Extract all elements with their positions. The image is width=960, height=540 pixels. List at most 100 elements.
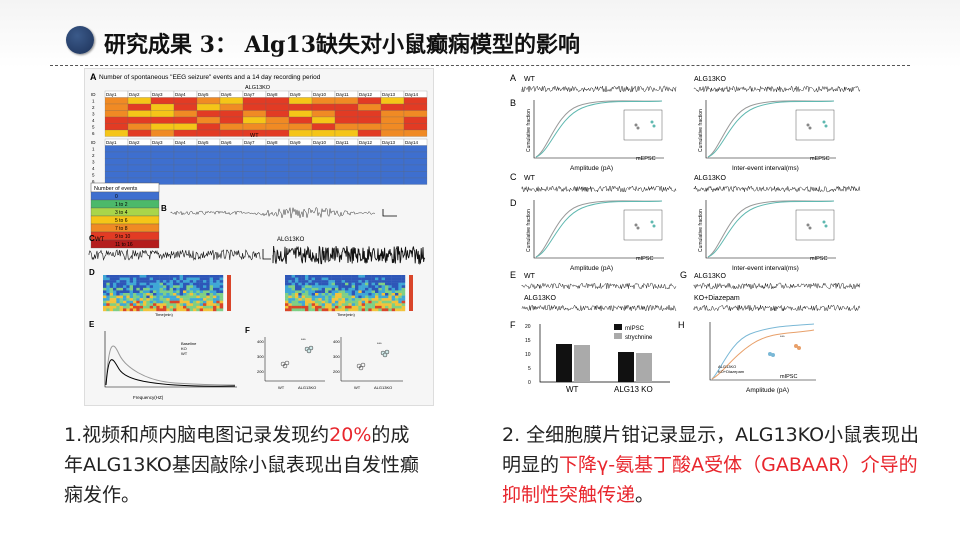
svg-text:ALG13KO: ALG13KO [694,76,726,83]
trace-e-ko [521,304,677,312]
svg-text:H: H [678,320,685,330]
svg-text:Day10: Day10 [313,140,327,145]
svg-text:ID: ID [91,140,96,145]
bullet-dot-icon [66,26,94,54]
bar-ko-strychnine [636,353,652,382]
svg-text:***: *** [377,341,382,346]
scale-bar-b [382,209,397,217]
svg-text:Day14: Day14 [405,140,419,145]
svg-text:A: A [510,73,516,83]
trace-c-wt [521,185,677,193]
title-bar: 研究成果 3： Alg13缺失对小鼠癫痫模型的影响 [0,0,960,68]
svg-text:10: 10 [525,352,531,358]
delta-power-plot-1: 400 300 200 *** WT ALG13KO [257,337,325,390]
svg-text:KO+Diazepam: KO+Diazepam [694,295,740,302]
cum-plot-d-iei: Cumulative fraction [698,200,836,259]
psd-plot: Frequency(HZ) Baseline KO WT [104,331,237,400]
svg-text:Inter-event interval(ms): Inter-event interval(ms) [732,165,799,172]
wt-seizure-table: ID Day1 Day2 Day3 Day4 Day5 Day6 Day7 Day8 Day9 Da… [91,138,428,185]
svg-text:Day13: Day13 [382,140,396,145]
group-ko: ALG13KO [245,85,271,91]
svg-text:9 to 10: 9 to 10 [115,234,131,240]
svg-text:Day4: Day4 [175,140,186,145]
svg-text:ALG13KO: ALG13KO [718,364,736,369]
svg-text:WT: WT [524,273,536,280]
spec-xlabel-2: Time(min) [337,312,356,317]
events-legend: Number of events 0 1 to 2 3 to 4 5 to 6 7 to… [90,182,160,249]
delta-power-plot-2: 400 300 200 *** WT ALG13KO [333,337,403,390]
eeg-trace-wt [88,248,261,261]
svg-text:mEPSC: mEPSC [810,156,830,162]
svg-text:KO+Diazepam: KO+Diazepam [718,369,745,374]
svg-text:2: 2 [92,153,95,158]
trace-g-ko [693,282,861,290]
eeg-trace-b [170,207,376,219]
bar-wt-strychnine [574,345,590,382]
svg-text:1 to 2: 1 to 2 [115,202,128,208]
svg-text:Day11: Day11 [336,92,349,97]
spectrogram-ko [285,275,413,312]
eeg-trace-ko [272,245,426,266]
svg-text:11 to 16: 11 to 16 [115,242,133,248]
svg-text:5: 5 [92,125,95,130]
c-ko: ALG13KO [277,237,305,243]
svg-text:Amplitude (pA): Amplitude (pA) [746,387,789,394]
svg-text:300: 300 [333,354,340,359]
c-wt: WT [95,237,105,243]
svg-text:3 to 4: 3 to 4 [115,210,128,216]
svg-text:Day11: Day11 [336,140,349,145]
svg-text:Day7: Day7 [244,92,255,97]
svg-text:mIPSC: mIPSC [810,256,827,262]
svg-text:5: 5 [528,366,531,372]
scale-bar-c [262,249,271,260]
svg-text:Amplitude (pA): Amplitude (pA) [570,265,613,272]
svg-text:0: 0 [528,380,531,386]
label-d: D [89,268,95,277]
svg-text:2: 2 [92,105,95,110]
svg-text:5 to 6: 5 to 6 [115,218,128,224]
svg-text:0: 0 [115,194,118,200]
svg-text:200: 200 [333,369,340,374]
svg-text:Amplitude (pA): Amplitude (pA) [570,165,613,172]
trace-c-ko [693,185,861,193]
svg-text:F: F [510,320,516,330]
svg-text:KO: KO [181,346,187,351]
svg-text:Cumulative fraction: Cumulative fraction [698,209,704,252]
legend-title: Number of events [94,186,138,192]
svg-text:Day2: Day2 [129,140,140,145]
cum-plot-b-amp: Cumulative fraction [526,100,664,159]
spec-xlabel-1: Time(min) [155,312,174,317]
trace-g-diazepam [693,304,861,312]
svg-text:ALG13KO: ALG13KO [694,175,726,182]
label-b: B [161,204,167,213]
bar-wt-mipsc [556,344,572,382]
svg-text:G: G [680,270,687,280]
cum-plot-d-amp: Cumulative fraction [526,200,664,259]
svg-text:4: 4 [92,166,95,171]
amplitude-bar-chart: 0 5 10 15 20 mIPSC strychnine WT ALG13 K… [525,324,670,394]
slide-title: 研究成果 3： Alg13缺失对小鼠癫痫模型的影响 [104,32,581,58]
svg-text:Day12: Day12 [359,140,373,145]
svg-text:3: 3 [92,160,95,165]
svg-text:mEPSC: mEPSC [636,156,656,162]
svg-text:Day4: Day4 [175,92,186,97]
svg-text:Day1: Day1 [106,92,117,97]
svg-text:4: 4 [92,118,95,123]
svg-text:1: 1 [92,99,95,104]
svg-text:D: D [510,198,517,208]
svg-text:ALG13KO: ALG13KO [374,385,392,390]
title-divider [50,65,910,66]
svg-text:Day6: Day6 [221,92,232,97]
spectrogram-wt [103,275,231,312]
svg-text:20: 20 [525,324,531,330]
label-e: E [89,320,95,329]
svg-text:ALG13KO: ALG13KO [524,295,556,302]
svg-text:15: 15 [525,338,531,344]
bar-ko-mipsc [618,352,634,382]
svg-text:ID: ID [91,92,96,97]
trace-e-wt [521,282,677,290]
svg-text:***: *** [301,337,306,342]
svg-text:E: E [510,270,516,280]
svg-text:Day9: Day9 [290,140,301,145]
svg-text:Day5: Day5 [198,92,209,97]
